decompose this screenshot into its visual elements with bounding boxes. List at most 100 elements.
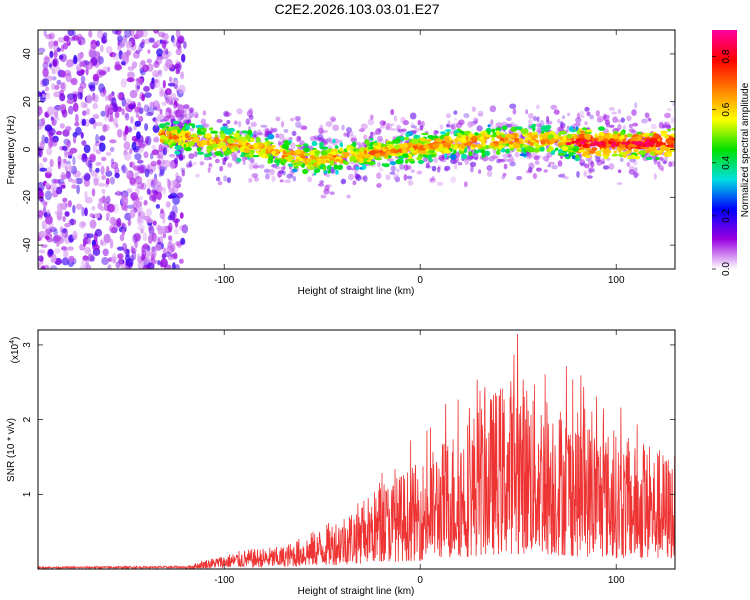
- spectrogram-halo-cell: [632, 122, 639, 127]
- spectrogram-noise-cell: [130, 116, 134, 124]
- spectrogram-noise-cell: [133, 165, 141, 171]
- spectrogram-halo-cell: [560, 172, 566, 178]
- spectrogram-halo-cell: [658, 121, 664, 129]
- spectrogram-halo-cell: [472, 153, 479, 160]
- spectrogram-halo-cell: [450, 122, 458, 130]
- spectrogram-halo-cell: [444, 168, 449, 172]
- spectrogram-noise-cell: [66, 140, 72, 148]
- spectrogram-noise-cell: [48, 40, 55, 47]
- spectrogram-band-cell: [166, 130, 170, 136]
- spectrogram-band-cell: [311, 140, 318, 147]
- spectrogram-noise-cell: [123, 112, 128, 118]
- spectrogram-noise-cell: [81, 206, 85, 217]
- spectrogram-halo-cell: [271, 128, 276, 133]
- spectrogram-noise-cell: [148, 225, 155, 235]
- spectrogram-halo-cell: [385, 174, 391, 181]
- spectrogram-noise-cell: [61, 109, 68, 118]
- spectrogram-halo-cell: [506, 117, 512, 122]
- spectrogram-noise-cell: [65, 202, 69, 208]
- spectrogram-noise-cell: [64, 222, 72, 228]
- spectrogram-noise-cell: [98, 70, 107, 76]
- spectrogram-band-cell: [164, 136, 169, 142]
- spectrogram-band-cell: [366, 159, 372, 162]
- spectrogram-noise-cell: [149, 152, 154, 160]
- spectrogram-halo-cell: [274, 165, 281, 170]
- spectrogram-band-cell: [571, 154, 576, 160]
- spectrogram-halo-cell: [563, 176, 569, 180]
- spectrogram-band-cell: [631, 136, 639, 141]
- spectrogram-band-cell: [239, 146, 245, 153]
- spectrogram-noise-cell: [156, 113, 165, 122]
- spectrogram-halo-cell: [510, 121, 515, 128]
- spectrogram-halo-cell: [561, 115, 566, 120]
- spectrogram-band-cell: [313, 172, 317, 176]
- spectrogram-band-cell: [661, 133, 667, 137]
- spectrogram-band-cell: [520, 147, 525, 153]
- spectrogram-peak-cell: [592, 143, 597, 146]
- spectrogram-noise-cell: [161, 253, 167, 260]
- spectrogram-band-cell: [568, 126, 574, 132]
- spectrogram-noise-cell: [100, 165, 105, 176]
- spectrogram-noise-cell: [161, 225, 168, 234]
- spectrogram-noise-cell: [125, 112, 130, 121]
- spectrogram-halo-cell: [273, 127, 278, 133]
- spectrogram-noise-cell: [125, 41, 133, 49]
- spectrogram-band-cell: [450, 153, 457, 160]
- spectrogram-band-cell: [597, 135, 604, 142]
- spectrogram-noise-cell: [116, 92, 124, 101]
- spectrogram-halo-cell: [271, 175, 276, 182]
- spectrogram-band-cell: [369, 137, 374, 141]
- spectrogram-noise-cell: [163, 47, 169, 55]
- spectrogram-noise-cell: [129, 209, 136, 219]
- spectrogram-band-cell: [224, 149, 232, 155]
- spectrogram-noise-cell: [97, 202, 103, 210]
- spectrogram-band-cell: [361, 164, 367, 170]
- spectrogram-noise-cell: [80, 258, 88, 266]
- spectrogram-halo-cell: [545, 119, 550, 125]
- spectrogram-band-cell: [618, 136, 622, 140]
- spectrogram-band-cell: [302, 168, 309, 175]
- spectrogram-halo-cell: [566, 126, 570, 133]
- spectrogram-noise-cell: [141, 39, 146, 45]
- spectrogram-noise-cell: [60, 82, 65, 90]
- spectrogram-halo-cell: [318, 183, 324, 187]
- spectrogram-band-cell: [581, 127, 588, 131]
- spectrogram-halo-cell: [444, 165, 451, 171]
- spectrogram-noise-cell: [152, 70, 160, 78]
- spectrogram-noise-cell: [171, 35, 175, 43]
- spectrogram-noise-cell: [110, 158, 114, 165]
- spectrogram-halo-cell: [451, 124, 456, 131]
- spectrogram-halo-cell: [533, 155, 540, 161]
- spectrogram-band-cell: [496, 134, 502, 139]
- spectrogram-band-cell: [570, 137, 575, 142]
- spectrogram-halo-cell: [350, 137, 358, 143]
- spectrogram-halo-cell: [457, 162, 463, 166]
- spectrogram-noise-cell: [50, 116, 54, 121]
- spectrogram-noise-cell: [90, 39, 97, 50]
- spectrogram-noise-cell: [141, 249, 147, 259]
- spectrogram-halo-cell: [644, 112, 650, 118]
- spectrogram-noise-cell: [151, 144, 157, 150]
- spectrogram-noise-cell: [87, 159, 93, 169]
- spectrogram-band-cell: [660, 130, 668, 134]
- spectrogram-noise-cell: [82, 255, 89, 262]
- spectrogram-noise-cell: [38, 181, 45, 192]
- spectrogram-noise-cell: [78, 53, 84, 60]
- spectrogram-halo-cell: [319, 124, 324, 131]
- spectrogram-noise-cell: [149, 101, 155, 108]
- spectrogram-noise-cell: [116, 128, 123, 138]
- spectrogram-halo-cell: [173, 97, 179, 102]
- spectrogram-band-cell: [611, 133, 619, 140]
- spectrogram-halo-cell: [300, 125, 308, 130]
- spectrogram-band-cell: [343, 148, 348, 153]
- spectrogram-noise-cell: [152, 220, 157, 226]
- spectrogram-band-cell: [427, 135, 435, 139]
- spectrogram-band-cell: [468, 151, 473, 157]
- spectrogram-noise-cell: [173, 157, 179, 164]
- spectrogram-noise-cell: [156, 186, 164, 193]
- spectrogram-band-cell: [240, 154, 245, 157]
- spectrogram-noise-cell: [97, 182, 106, 187]
- spectrogram-noise-cell: [43, 56, 50, 65]
- spectrogram-halo-cell: [472, 120, 478, 125]
- spectrogram-band-cell: [360, 147, 365, 153]
